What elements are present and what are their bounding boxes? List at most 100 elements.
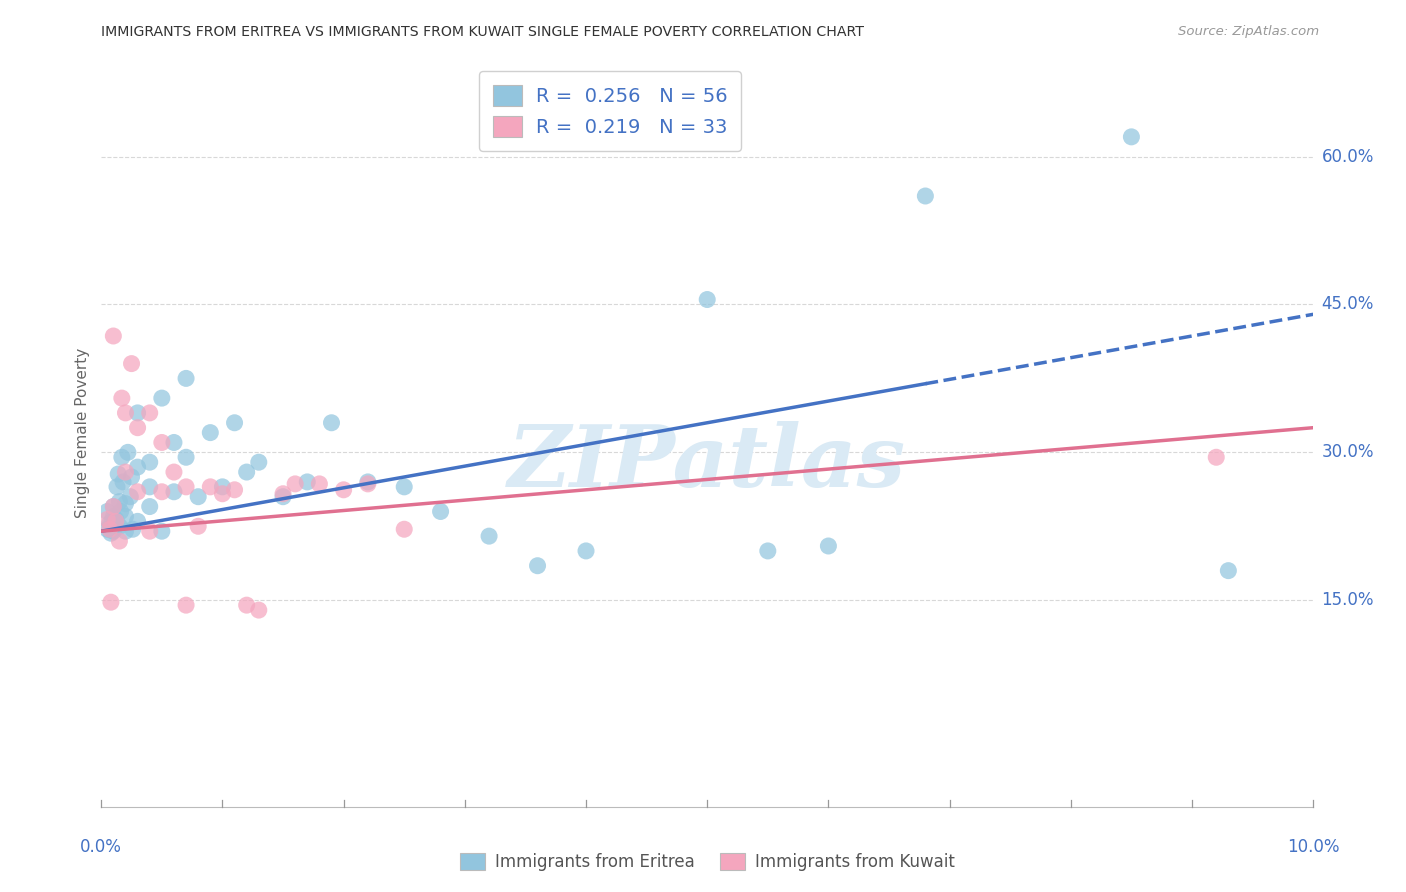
Point [112,475,135,489]
Point [100,526,122,541]
Point [163,435,186,450]
Point [174,371,197,385]
Point [114,509,136,524]
Point [108,494,131,508]
Point [575,544,598,558]
Point [103,500,125,514]
Point [111,391,134,405]
Point [696,293,718,307]
Point [103,500,125,514]
Point [224,416,246,430]
Point [478,529,501,543]
Point [96,522,118,536]
Point [271,487,294,501]
Point [526,558,548,573]
Point [101,514,124,528]
Point [114,524,136,539]
Point [121,470,143,484]
Text: 15.0%: 15.0% [1322,591,1374,609]
Point [211,487,233,501]
Point [200,480,222,494]
Point [120,490,142,504]
Text: 60.0%: 60.0% [1322,147,1374,166]
Point [96,504,118,518]
Point [308,476,330,491]
Point [104,512,127,526]
Point [284,476,307,491]
Point [235,598,257,612]
Point [150,524,173,539]
Point [138,406,160,420]
Point [817,539,839,553]
Point [103,329,125,343]
Point [321,416,343,430]
Point [127,406,149,420]
Point [98,522,121,536]
Point [107,467,129,481]
Point [127,484,149,499]
Point [211,480,233,494]
Point [163,465,186,479]
Point [114,406,136,420]
Text: ZIPatlas: ZIPatlas [508,421,907,504]
Point [108,519,131,533]
Point [138,455,160,469]
Point [357,475,380,489]
Point [187,490,209,504]
Point [150,435,173,450]
Point [756,544,779,558]
Point [114,465,136,479]
Point [235,465,257,479]
Point [224,483,246,497]
Point [150,484,173,499]
Point [357,476,380,491]
Point [163,484,186,499]
Point [1205,450,1227,465]
Legend: Immigrants from Eritrea, Immigrants from Kuwait: Immigrants from Eritrea, Immigrants from… [453,847,962,878]
Point [127,514,149,528]
Point [150,391,173,405]
Point [247,455,270,469]
Y-axis label: Single Female Poverty: Single Female Poverty [75,348,90,517]
Text: 30.0%: 30.0% [1322,443,1374,461]
Point [103,509,125,524]
Point [394,522,416,536]
Point [174,598,197,612]
Point [1121,129,1143,144]
Point [429,504,451,518]
Point [104,514,127,528]
Point [103,524,125,539]
Point [271,490,294,504]
Point [138,500,160,514]
Text: 45.0%: 45.0% [1322,295,1374,313]
Point [117,445,139,459]
Point [127,460,149,475]
Point [110,504,132,518]
Point [297,475,319,489]
Point [200,425,222,440]
Point [332,483,354,497]
Point [121,522,143,536]
Point [138,524,160,539]
Point [187,519,209,533]
Point [1218,564,1240,578]
Point [394,480,416,494]
Text: 0.0%: 0.0% [80,838,122,855]
Point [247,603,270,617]
Point [174,480,197,494]
Point [96,512,118,526]
Point [121,357,143,371]
Text: 10.0%: 10.0% [1286,838,1340,855]
Point [100,595,122,609]
Point [105,480,128,494]
Point [174,450,197,465]
Point [111,450,134,465]
Point [114,497,136,511]
Text: Source: ZipAtlas.com: Source: ZipAtlas.com [1178,25,1319,38]
Point [914,189,936,203]
Text: IMMIGRANTS FROM ERITREA VS IMMIGRANTS FROM KUWAIT SINGLE FEMALE POVERTY CORRELAT: IMMIGRANTS FROM ERITREA VS IMMIGRANTS FR… [101,25,865,39]
Point [108,534,131,549]
Point [138,480,160,494]
Point [127,420,149,434]
Point [98,516,121,531]
